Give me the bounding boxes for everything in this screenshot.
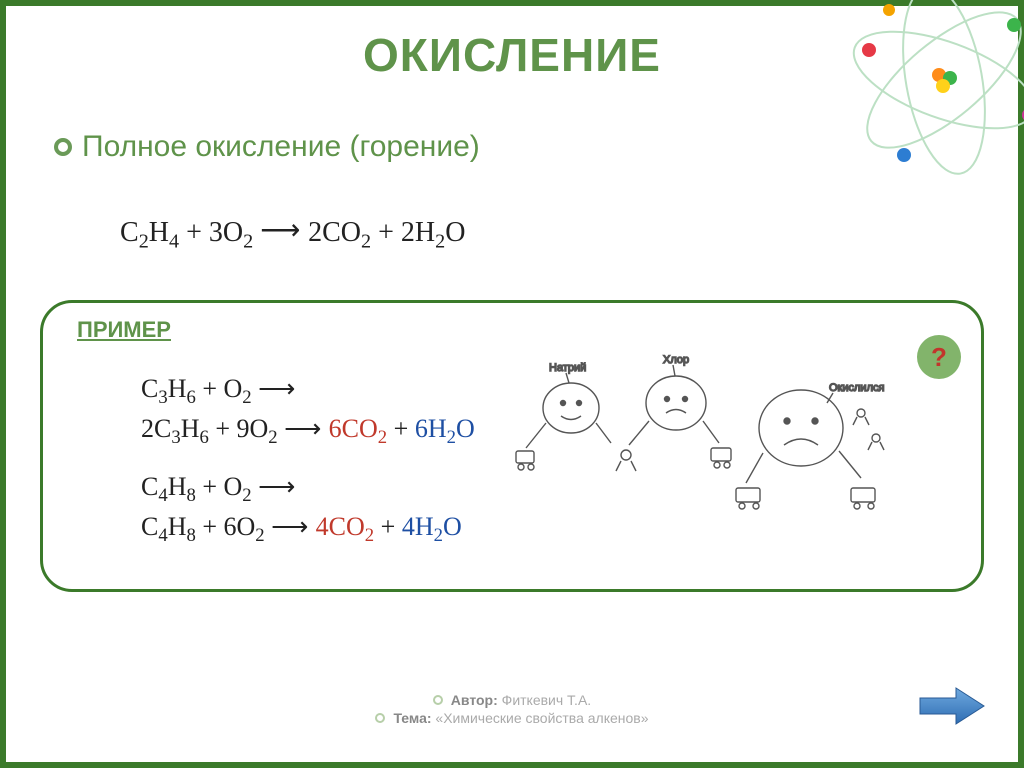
border-bottom [0,762,1024,768]
example-eq-4: C4H8 + 6O2 ⟶ 4CO2 + 4H2O [141,511,462,542]
doodle-label-okis: Окислился [829,382,884,394]
slide: ОКИСЛЕНИЕ Полное окисление (горение) C2H… [0,0,1024,768]
question-badge[interactable]: ? [917,335,961,379]
example-eq-3: C4H8 + O2 ⟶ [141,471,295,502]
slide-title: ОКИСЛЕНИЕ [0,28,1024,82]
footer-bullet-icon [375,713,385,723]
slide-footer: Автор: Фиткевич Т.А. Тема: «Химические с… [0,690,1024,728]
footer-theme-value: «Химические свойства алкенов» [432,710,649,726]
subtitle-text: Полное окисление (горение) [82,130,480,164]
example-eq-1: C3H6 + O2 ⟶ [141,373,295,404]
footer-theme-label: Тема: [393,710,431,726]
border-left [0,0,6,768]
eq-product1: 2CO2 [308,217,371,248]
example-box: ПРИМЕР ? Натрий [40,300,984,592]
example-eq-2: 2C3H6 + 9O2 ⟶ 6CO2 + 6H2O [141,413,475,444]
eq-reactant1: C2H4 [120,217,179,248]
bullet-ring-icon [54,138,72,156]
doodle-label-natriy: Натрий [549,362,586,374]
subtitle-row: Полное окисление (горение) [54,130,480,164]
footer-author-value: Фиткевич Т.А. [498,692,591,708]
next-arrow-button[interactable] [916,686,988,726]
doodle-label-hlor: Хлор [663,354,689,366]
cartoon-doodle-icon: Натрий Хлор [511,343,891,523]
footer-author-label: Автор: [451,692,498,708]
eq-plus2: + [378,217,401,248]
eq-plus: + [186,217,209,248]
eq-reactant2: 3O2 [209,217,253,248]
footer-theme-line: Тема: «Химические свойства алкенов» [0,710,1024,726]
footer-bullet-icon [433,695,443,705]
main-equation: C2H4 + 3O2 ⟶ 2CO2 + 2H2O [120,215,465,249]
example-label: ПРИМЕР [77,317,171,343]
footer-author-line: Автор: Фиткевич Т.А. [0,692,1024,708]
eq-arrow: ⟶ [260,214,308,245]
question-mark-icon: ? [931,342,947,373]
eq-product2: 2H2O [401,217,466,248]
